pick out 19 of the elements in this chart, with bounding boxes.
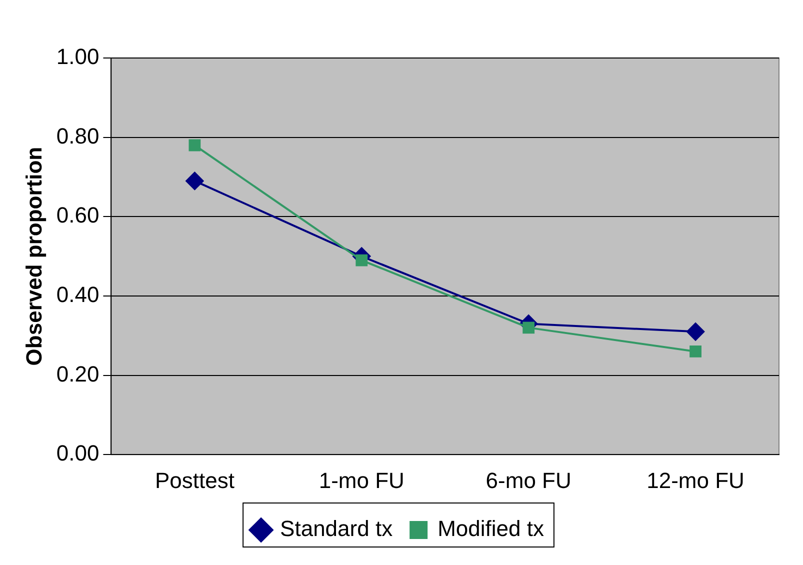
x-tick-label: Posttest	[154, 468, 234, 493]
point	[686, 322, 705, 341]
y-tick-label: 0.60	[56, 202, 100, 228]
point	[356, 254, 368, 266]
y-tick-label: 0.20	[56, 361, 100, 386]
legend-label: Standard tx	[280, 516, 393, 542]
y-tick-label: 0.40	[56, 282, 100, 308]
x-tick-label: 12-mo FU	[646, 468, 744, 493]
point	[186, 172, 204, 190]
point	[690, 346, 702, 358]
y-tick-label: 1.00	[56, 44, 100, 70]
legend-label: Modified tx	[438, 516, 544, 542]
x-tick-label: 1-mo FU	[318, 468, 404, 493]
x-tick-label: 6-mo FU	[486, 468, 572, 493]
y-axis-title: Observed proportion	[21, 146, 46, 366]
y-tick-label: 0.00	[56, 440, 100, 466]
y-tick-label: 0.80	[56, 123, 100, 148]
point	[522, 322, 535, 334]
point	[188, 139, 201, 152]
